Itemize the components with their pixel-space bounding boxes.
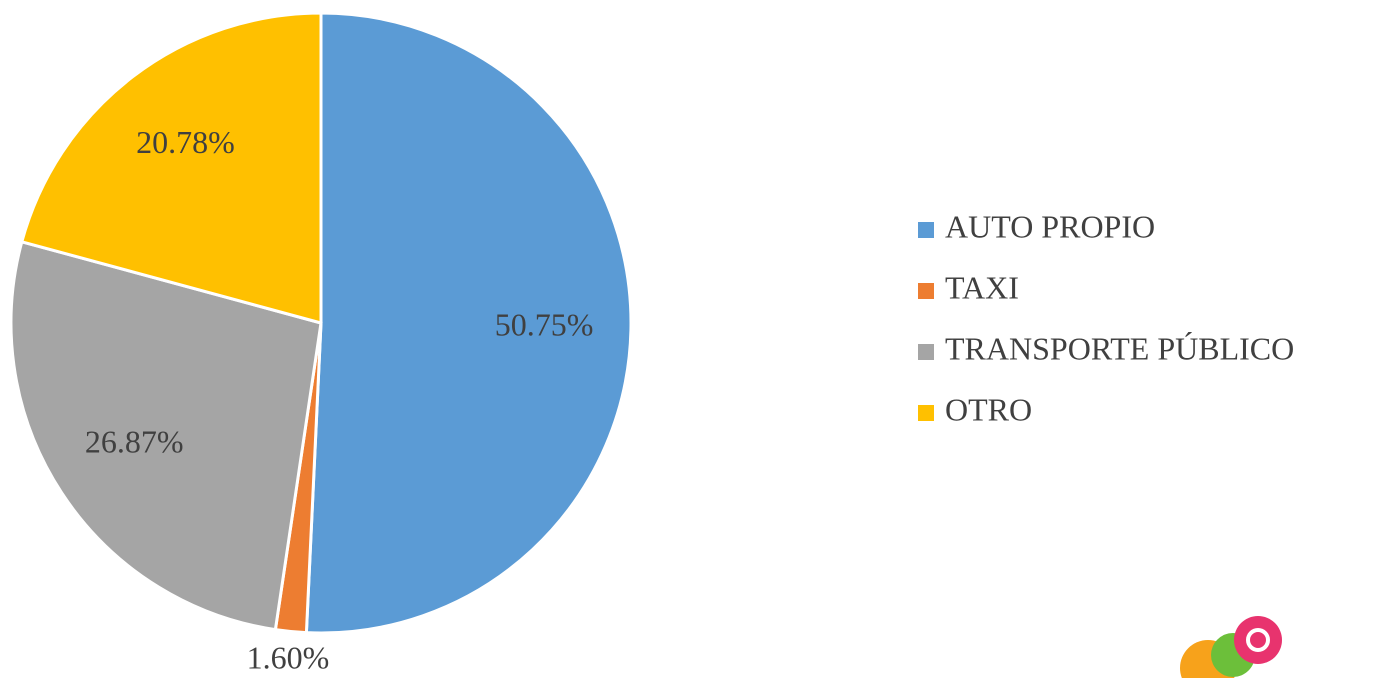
legend-swatch xyxy=(918,222,934,238)
logo xyxy=(1180,616,1282,678)
legend-swatch xyxy=(918,405,934,421)
legend-label: OTRO xyxy=(945,391,1032,427)
pie-slice xyxy=(9,239,323,632)
legend-label: TAXI xyxy=(945,269,1019,305)
legend-swatch xyxy=(918,283,934,299)
data-label: 1.60% xyxy=(247,640,330,676)
pie-slice xyxy=(304,11,633,635)
legend-label: AUTO PROPIO xyxy=(945,208,1155,244)
data-label: 50.75% xyxy=(495,307,594,343)
data-label: 26.87% xyxy=(85,423,184,459)
pie-slice xyxy=(19,11,323,325)
data-label: 20.78% xyxy=(136,124,235,160)
legend-swatch xyxy=(918,344,934,360)
legend-label: TRANSPORTE PÚBLICO xyxy=(945,330,1294,366)
